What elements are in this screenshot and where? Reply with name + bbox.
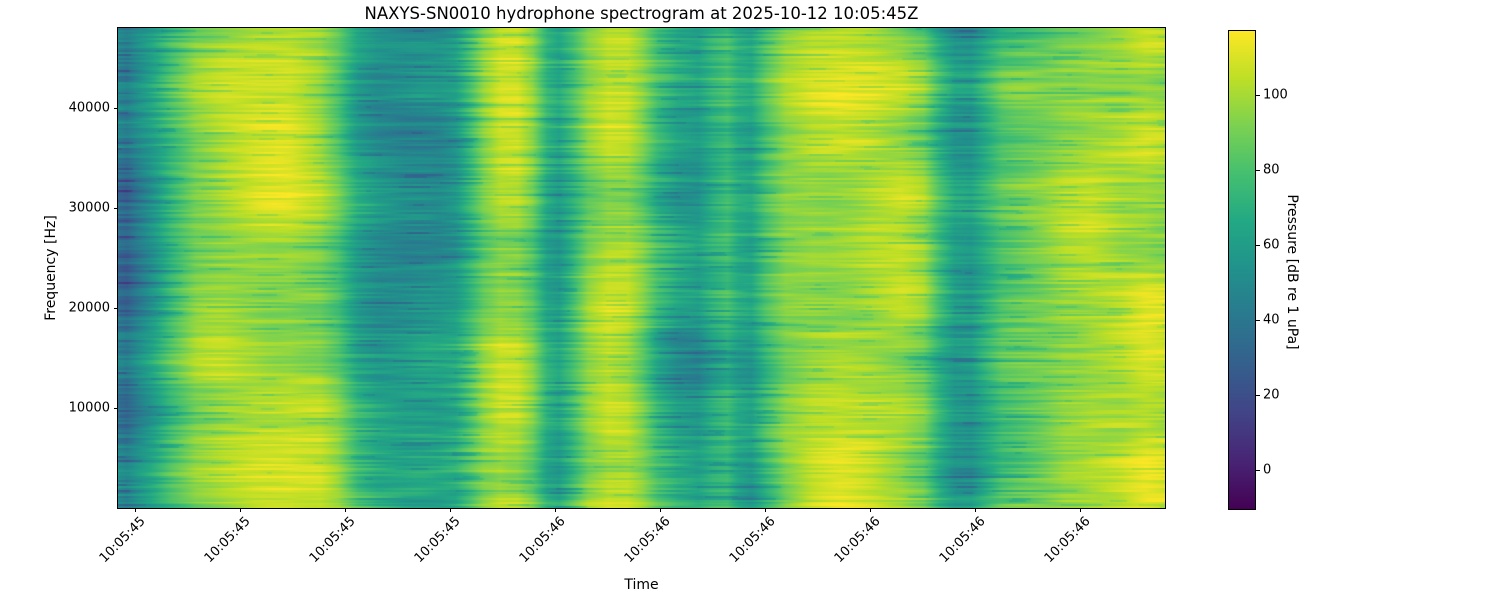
colorbar xyxy=(1228,30,1256,510)
x-tick-mark xyxy=(555,508,557,512)
x-tick-label: 10:05:46 xyxy=(1041,514,1094,566)
x-tick-mark xyxy=(134,508,136,512)
spectrogram-canvas xyxy=(118,28,1165,508)
x-tick-mark xyxy=(974,508,976,512)
x-tick-label: 10:05:46 xyxy=(621,514,674,566)
y-tick-label: 30000 xyxy=(68,200,110,216)
x-tick-mark xyxy=(239,508,241,512)
colorbar-tick-mark xyxy=(1256,245,1260,247)
colorbar-label: Pressure [dB re 1 uPa] xyxy=(1284,194,1300,350)
y-tick-mark xyxy=(114,108,118,109)
x-tick-label: 10:05:46 xyxy=(831,514,884,566)
x-tick-label: 10:05:46 xyxy=(516,514,569,566)
x-tick-mark xyxy=(765,508,767,512)
colorbar-tick-label: 0 xyxy=(1263,462,1272,478)
y-tick-label: 20000 xyxy=(68,300,110,316)
colorbar-gradient xyxy=(1229,31,1255,509)
x-tick-mark xyxy=(344,508,346,512)
colorbar-tick-label: 80 xyxy=(1263,162,1280,178)
x-tick-label: 10:05:45 xyxy=(96,514,149,566)
x-tick-label: 10:05:46 xyxy=(726,514,779,566)
x-tick-label: 10:05:45 xyxy=(306,514,359,566)
x-tick-mark xyxy=(450,508,451,512)
x-tick-mark xyxy=(1079,508,1081,512)
colorbar-tick-mark xyxy=(1256,319,1260,321)
colorbar-tick-mark xyxy=(1256,469,1260,471)
y-tick-label: 10000 xyxy=(68,400,110,416)
chart-title: NAXYS-SN0010 hydrophone spectrogram at 2… xyxy=(364,4,919,23)
x-tick-label: 10:05:46 xyxy=(936,514,989,566)
x-tick-label: 10:05:45 xyxy=(201,514,254,566)
x-tick-mark xyxy=(660,508,662,512)
plot-area xyxy=(117,27,1166,509)
colorbar-tick-label: 60 xyxy=(1263,237,1280,253)
colorbar-tick-mark xyxy=(1256,170,1260,172)
colorbar-tick-mark xyxy=(1256,394,1260,396)
y-tick-mark xyxy=(114,408,118,409)
x-axis-label: Time xyxy=(624,577,659,593)
y-tick-mark xyxy=(114,208,118,209)
colorbar-tick-label: 20 xyxy=(1263,387,1280,403)
y-tick-label: 40000 xyxy=(68,100,110,116)
colorbar-tick-mark xyxy=(1256,95,1260,97)
y-tick-mark xyxy=(114,308,118,309)
x-tick-mark xyxy=(870,508,872,512)
colorbar-tick-label: 40 xyxy=(1263,312,1280,328)
x-tick-label: 10:05:45 xyxy=(411,514,464,566)
colorbar-tick-label: 100 xyxy=(1263,87,1288,103)
